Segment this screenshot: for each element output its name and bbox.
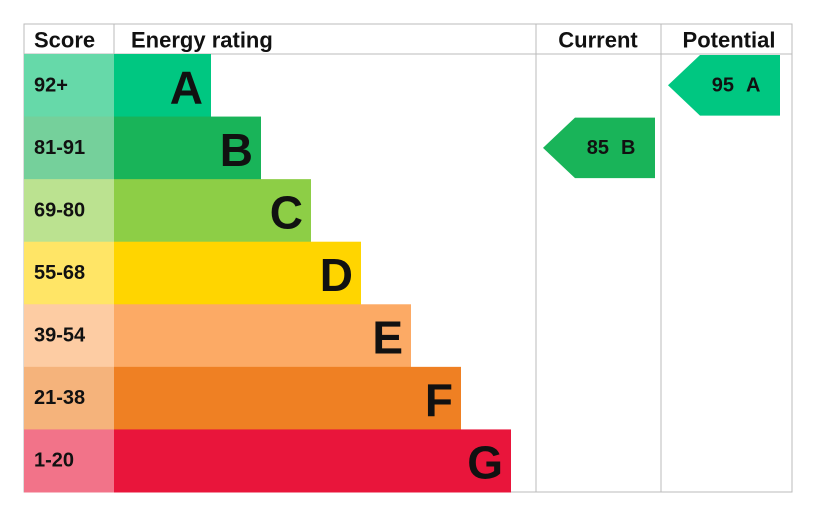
rating-letter: B [220,124,253,176]
rating-letter: E [372,312,403,364]
potential-arrow [668,55,780,116]
potential-value: 95 [712,74,734,96]
rating-letter: F [425,374,453,426]
current-value: 85 [587,137,609,159]
score-label: 39-54 [34,325,86,347]
rating-letter: A [170,61,203,113]
rating-bar [114,241,361,305]
score-label: 21-38 [34,387,85,409]
score-cell [24,54,114,118]
score-cell [24,366,114,430]
current-letter: B [621,137,635,159]
rating-bar [114,429,511,493]
score-cell [24,241,114,305]
rating-letter: G [467,437,503,489]
rating-bar [114,179,311,243]
score-label: 92+ [34,74,68,96]
potential-letter: A [746,74,760,96]
rating-letter: D [320,249,353,301]
current-arrow [543,117,655,179]
score-label: 81-91 [34,137,85,159]
header-score: Score [34,28,95,53]
score-label: 69-80 [34,199,85,221]
score-cell [24,179,114,243]
score-cell [24,116,114,180]
rating-bar [114,366,461,430]
score-label: 55-68 [34,262,85,284]
score-cell [24,304,114,368]
header-energy: Energy rating [131,28,273,53]
rating-bar [114,116,261,180]
header-potential: Potential [683,28,776,53]
score-cell [24,429,114,493]
score-label: 1-20 [34,450,74,472]
rating-bar [114,304,411,368]
rating-bar [114,54,211,118]
header-current: Current [558,28,638,53]
rating-letter: C [270,186,303,238]
